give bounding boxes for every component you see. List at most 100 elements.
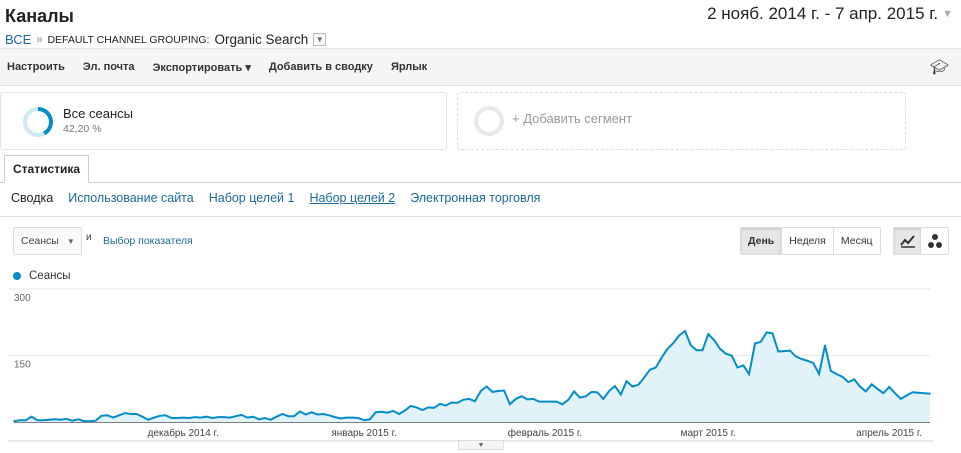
data-point — [316, 413, 319, 416]
data-point — [433, 407, 435, 409]
data-point — [439, 403, 441, 405]
subtab-ecommerce[interactable]: Электронная торговля — [410, 191, 541, 205]
export-button[interactable]: Экспортировать ▾ — [152, 61, 251, 74]
data-point — [689, 344, 692, 347]
data-point — [707, 333, 710, 336]
data-point — [544, 400, 546, 403]
data-point — [865, 390, 867, 393]
page-title: Каналы — [5, 6, 74, 26]
data-point — [678, 334, 680, 337]
add-to-dashboard-button[interactable]: Добавить в сводку — [268, 61, 373, 73]
graduation-cap-icon[interactable]: 🎓︎ — [929, 59, 949, 76]
segment-all-sessions[interactable]: Все сеансы 42,20 % — [0, 92, 447, 150]
data-point — [596, 391, 599, 394]
data-point — [42, 419, 44, 422]
data-point — [264, 417, 266, 419]
data-point — [701, 349, 704, 351]
data-point — [100, 414, 103, 417]
data-point — [421, 409, 424, 411]
data-point — [888, 386, 890, 388]
data-point — [870, 383, 873, 386]
line-chart-icon[interactable] — [894, 228, 921, 254]
chart-resize-handle[interactable]: ▼ — [458, 440, 504, 450]
data-point — [905, 394, 908, 397]
data-point — [619, 393, 622, 396]
breadcrumb-all-link[interactable]: ВСЕ — [5, 32, 32, 47]
data-point — [159, 414, 161, 417]
segment-ring-icon — [23, 107, 53, 137]
email-button[interactable]: Эл. почта — [82, 61, 135, 73]
data-point — [223, 416, 225, 418]
metric-select[interactable]: Сеансы ▼ — [13, 227, 82, 255]
data-point — [357, 417, 360, 419]
breadcrumb: ВСЕ » DEFAULT CHANNEL GROUPING: Organic … — [5, 32, 327, 47]
add-segment-label: + Добавить сегмент — [512, 111, 633, 126]
subtab-goal-set-1[interactable]: Набор целей 1 — [208, 191, 295, 205]
period-week-button[interactable]: Неделя — [782, 228, 834, 254]
data-point — [631, 385, 634, 388]
data-point — [684, 330, 686, 332]
segment-percent: 42,20 % — [63, 123, 102, 135]
data-point — [229, 416, 231, 419]
period-month-button[interactable]: Месяц — [840, 235, 873, 247]
data-point — [386, 411, 389, 414]
data-point — [742, 364, 745, 367]
data-point — [736, 366, 739, 369]
subtab-site-usage[interactable]: Использование сайта — [68, 191, 194, 205]
pick-metric-link[interactable]: Выбор показателя — [103, 235, 193, 247]
data-point — [853, 378, 855, 381]
data-point — [135, 413, 138, 415]
data-point — [777, 350, 780, 353]
subtab-goal-set-2[interactable]: Набор целей 2 — [309, 191, 396, 205]
legend-label: Сеансы — [29, 270, 71, 282]
data-point — [141, 415, 144, 418]
x-tick-label: февраль 2015 г. — [508, 427, 582, 439]
data-point — [59, 418, 62, 421]
series-area — [14, 331, 930, 422]
x-tick-label: апрель 2015 г. — [856, 428, 922, 439]
data-point — [643, 376, 645, 379]
data-point — [293, 415, 295, 418]
data-point — [339, 417, 342, 420]
chevron-down-icon: ▼ — [66, 236, 75, 246]
data-point — [304, 413, 307, 416]
data-point — [795, 355, 797, 358]
data-point — [911, 391, 914, 394]
data-point — [771, 332, 774, 335]
data-point — [287, 415, 290, 418]
data-point — [859, 385, 861, 388]
data-point — [760, 340, 762, 343]
motion-chart-icon[interactable] — [921, 228, 948, 254]
chevron-down-icon[interactable]: ▼ — [313, 33, 327, 46]
data-point — [520, 395, 523, 398]
tab-statistics[interactable]: Статистика — [4, 155, 90, 183]
data-point — [380, 411, 383, 413]
legend-dot — [13, 272, 21, 280]
data-point — [363, 419, 365, 422]
chart-type-toggle — [893, 227, 949, 255]
data-point — [106, 414, 109, 417]
data-point — [812, 362, 815, 364]
data-point — [345, 416, 348, 419]
data-point — [54, 418, 56, 421]
data-point — [876, 387, 879, 390]
and-label: и — [86, 232, 92, 243]
subtab-summary[interactable]: Сводка — [11, 191, 54, 205]
date-range-picker[interactable]: 2 нояб. 2014 г. - 7 апр. 2015 г. ▼ — [703, 3, 957, 25]
tab-divider — [0, 182, 961, 183]
shortcut-button[interactable]: Ярлык — [390, 61, 428, 73]
data-point — [654, 366, 657, 369]
x-tick-label: март 2015 г. — [681, 428, 736, 439]
customize-button[interactable]: Настроить — [7, 61, 65, 73]
add-segment-button[interactable]: + Добавить сегмент — [457, 92, 906, 150]
data-point — [608, 390, 610, 392]
period-day-button[interactable]: День — [741, 228, 783, 254]
data-point — [847, 381, 850, 383]
data-point — [841, 375, 844, 378]
data-point — [444, 404, 447, 407]
data-point — [170, 417, 173, 419]
data-point — [83, 420, 85, 422]
data-point — [748, 373, 750, 375]
data-point — [392, 410, 395, 412]
data-point — [19, 419, 21, 422]
